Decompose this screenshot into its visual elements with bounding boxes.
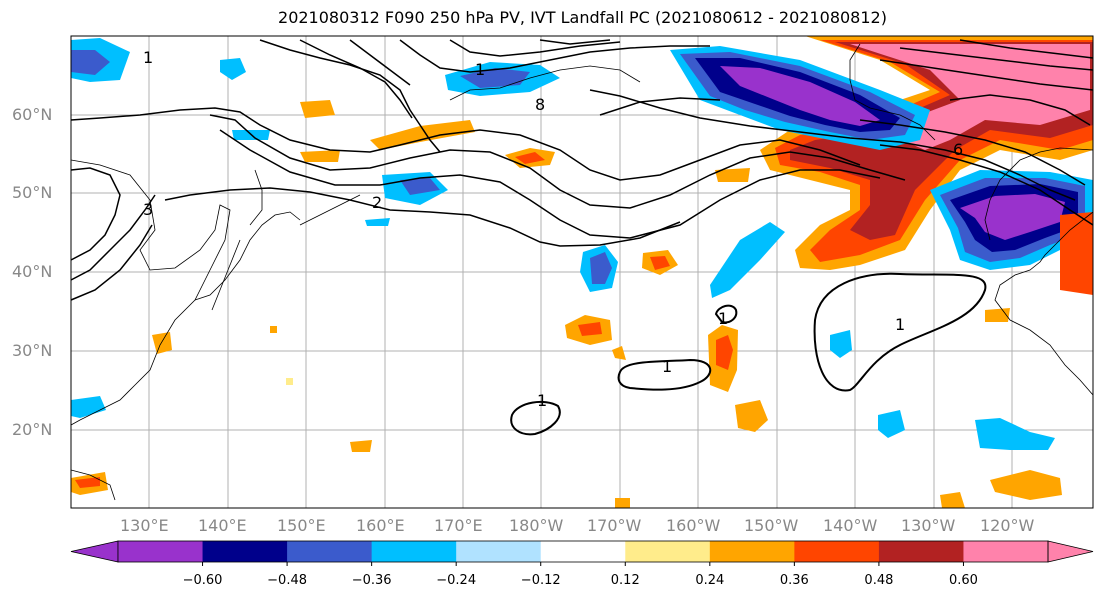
lon-label-130w: 130°W — [901, 516, 956, 535]
lat-label-20n: 20°N — [12, 420, 53, 439]
colorbar-right-extension — [1047, 540, 1094, 563]
colorbar-segment — [625, 541, 711, 562]
colorbar-segment — [794, 541, 880, 562]
lon-label-120w: 120°W — [980, 516, 1035, 535]
lon-label-150e: 150°E — [277, 516, 326, 535]
svg-text:1: 1 — [475, 60, 485, 79]
lat-label-40n: 40°N — [12, 262, 53, 281]
lat-label-50n: 50°N — [12, 183, 53, 202]
colorbar-segment — [287, 541, 373, 562]
colorbar-segment — [540, 541, 626, 562]
colorbar-tick-label: −0.24 — [436, 573, 477, 588]
svg-text:2: 2 — [372, 193, 382, 212]
colorbar-tick-label: 0.60 — [948, 573, 978, 588]
svg-text:1: 1 — [718, 309, 728, 328]
colorbar-tick-label: 0.24 — [695, 573, 725, 588]
colorbar-segment — [709, 541, 795, 562]
lat-label-60n: 60°N — [12, 105, 53, 124]
lon-label-170w: 170°W — [587, 516, 642, 535]
colorbar-frame — [117, 540, 1049, 563]
map-title: 2021080312 F090 250 hPa PV, IVT Landfall… — [278, 8, 887, 27]
colorbar — [70, 540, 1094, 566]
lon-label-140e: 140°E — [198, 516, 247, 535]
colorbar-tick-label: −0.36 — [351, 573, 392, 588]
lon-label-170e: 170°E — [434, 516, 483, 535]
pv-contours — [70, 39, 1094, 301]
pv-shading — [71, 36, 1093, 508]
colorbar-tick-label: −0.48 — [267, 573, 307, 588]
colorbar-segment — [202, 541, 288, 562]
lon-label-160e: 160°E — [356, 516, 405, 535]
colorbar-segment — [963, 541, 1049, 562]
colorbar-tick-label: 0.48 — [864, 573, 894, 588]
contour-labels: 1 2 3 8 6 1 1 1 1 1 — [143, 48, 963, 410]
lon-label-180w: 180°W — [509, 516, 564, 535]
svg-text:1: 1 — [895, 315, 905, 334]
svg-text:1: 1 — [537, 391, 547, 410]
svg-text:1: 1 — [662, 357, 672, 376]
svg-text:6: 6 — [953, 140, 963, 159]
colorbar-segment — [118, 541, 204, 562]
colorbar-left-extension — [70, 540, 119, 563]
colorbar-segment — [456, 541, 542, 562]
colorbar-tick-label: 0.36 — [779, 573, 809, 588]
colorbar-tick-label: 0.12 — [610, 573, 640, 588]
svg-text:8: 8 — [535, 95, 545, 114]
colorbar-segment — [878, 541, 964, 562]
closed-contours — [510, 272, 987, 436]
lon-label-140w: 140°W — [823, 516, 878, 535]
lon-label-130e: 130°E — [120, 516, 169, 535]
svg-text:1: 1 — [143, 48, 153, 67]
lon-label-150w: 150°W — [744, 516, 799, 535]
svg-text:3: 3 — [143, 200, 153, 219]
colorbar-segment — [371, 541, 457, 562]
lon-label-160w: 160°W — [666, 516, 721, 535]
colorbar-tick-label: −0.12 — [520, 573, 561, 588]
lat-label-30n: 30°N — [12, 341, 53, 360]
colorbar-tick-label: −0.60 — [182, 573, 223, 588]
